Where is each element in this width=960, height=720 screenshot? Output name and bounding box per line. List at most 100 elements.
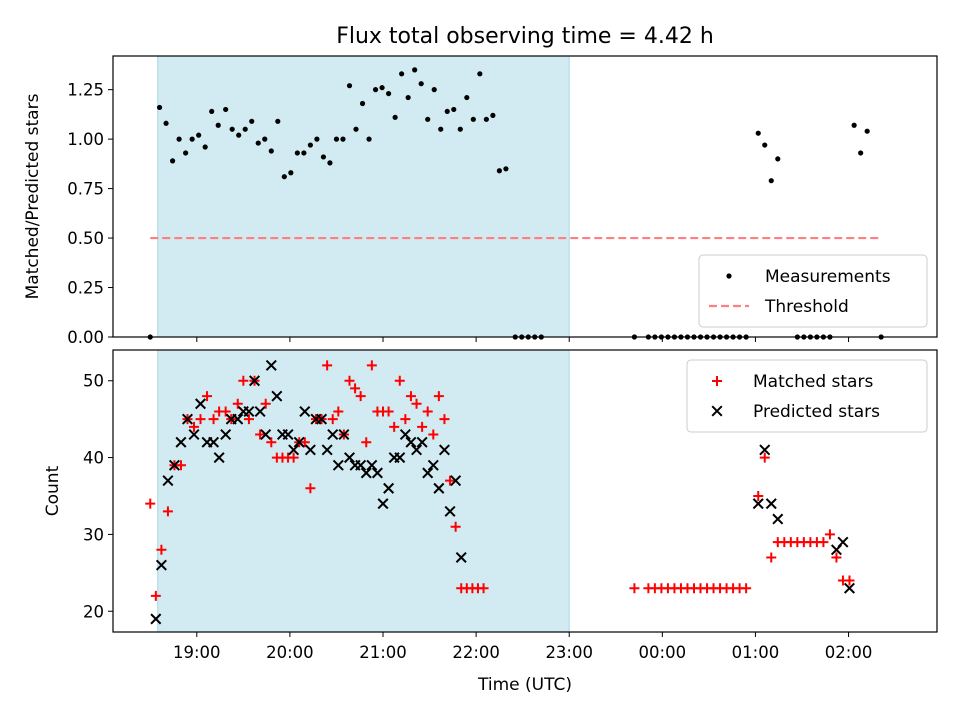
data-point: [416, 436, 428, 448]
data-point: [294, 150, 300, 156]
data-point: [196, 132, 202, 138]
data-point: [260, 429, 272, 441]
data-point: [411, 398, 422, 409]
data-point: [450, 521, 461, 532]
data-point: [418, 81, 424, 87]
legend: Matched stars Predicted stars: [686, 359, 928, 433]
data-point: [837, 536, 849, 548]
data-point: [242, 126, 248, 132]
data-point: [477, 71, 483, 77]
data-point: [202, 391, 213, 402]
data-point: [305, 483, 316, 494]
data-point: [405, 436, 417, 448]
data-point: [155, 559, 167, 571]
legend: Measurements Threshold: [698, 254, 928, 328]
data-point: [399, 429, 411, 441]
data-point: [255, 140, 261, 146]
data-point: [444, 505, 456, 517]
data-point: [431, 87, 437, 93]
plot-frame: [112, 55, 938, 338]
y-tick-label: 0.75: [67, 180, 104, 199]
data-point: [762, 142, 768, 148]
data-point: [478, 583, 489, 594]
data-point: [445, 475, 456, 486]
data-point: [490, 112, 496, 118]
data-point: [223, 106, 229, 113]
data-point: [483, 116, 489, 122]
data-point: [753, 490, 764, 501]
data-point: [189, 421, 200, 432]
data-point: [759, 452, 770, 463]
y-tick-label: 0.50: [67, 229, 104, 248]
y-tick-label: 20: [83, 602, 104, 621]
x-tick-label: 02:00: [825, 643, 873, 662]
data-point: [427, 459, 439, 471]
data-point: [299, 405, 311, 417]
data-point: [844, 575, 855, 586]
data-point: [843, 582, 855, 594]
data-point: [301, 150, 307, 156]
data-point: [236, 132, 242, 138]
data-point: [372, 87, 379, 93]
data-point: [168, 459, 180, 471]
data-point: [394, 452, 406, 464]
data-point: [752, 498, 764, 510]
data-point: [400, 414, 411, 425]
data-point: [169, 158, 176, 164]
data-point: [220, 429, 232, 441]
data-point: [405, 94, 411, 101]
data-point: [268, 148, 274, 154]
data-point: [202, 144, 208, 150]
data-point: [858, 150, 864, 156]
data-point: [772, 513, 784, 525]
data-point: [255, 429, 266, 440]
data-point: [249, 118, 255, 124]
data-point: [208, 414, 219, 425]
y-tick-label: 50: [83, 372, 104, 391]
data-point: [340, 136, 346, 142]
data-point: [156, 544, 167, 555]
data-point: [383, 406, 394, 417]
data-point: [195, 398, 207, 410]
data-point: [220, 406, 231, 417]
data-point: [439, 414, 450, 425]
x-tick-label: 21:00: [359, 643, 407, 662]
x-tick-label: 20:00: [266, 643, 314, 662]
legend-label: Predicted stars: [753, 402, 880, 422]
data-point: [353, 126, 359, 132]
data-point: [275, 118, 281, 124]
data-point: [344, 375, 355, 386]
x-tick-label: 22:00: [452, 643, 500, 662]
legend-label: Matched stars: [753, 372, 873, 392]
data-point: [304, 444, 316, 456]
data-point: [333, 406, 344, 417]
y-tick-label: 0.25: [67, 279, 104, 298]
data-point: [299, 437, 310, 448]
data-point: [759, 444, 771, 456]
x-tick-label: 00:00: [639, 643, 687, 662]
data-point: [188, 429, 200, 441]
data-point: [208, 436, 220, 448]
data-point: [366, 136, 372, 142]
data-point: [293, 436, 305, 448]
data-point: [327, 414, 338, 425]
data-point: [232, 398, 243, 409]
data-point: [145, 498, 156, 509]
data-point: [156, 104, 163, 111]
data-point: [433, 391, 444, 402]
data-point: [260, 398, 271, 409]
data-point: [338, 429, 350, 441]
y-tick-label: 0.00: [67, 328, 104, 347]
data-point: [405, 391, 416, 402]
chart-title: Flux total observing time = 4.42 h: [336, 24, 714, 49]
data-point: [346, 83, 353, 89]
data-point: [451, 106, 457, 113]
data-point: [629, 583, 640, 594]
data-point: [377, 498, 389, 510]
data-point: [379, 85, 385, 91]
observing-window: [157, 55, 570, 338]
data-point: [181, 413, 193, 425]
data-point: [320, 154, 327, 160]
data-point: [288, 444, 300, 456]
data-point: [176, 136, 182, 142]
